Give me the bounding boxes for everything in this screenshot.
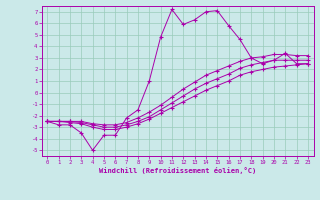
X-axis label: Windchill (Refroidissement éolien,°C): Windchill (Refroidissement éolien,°C) (99, 167, 256, 174)
